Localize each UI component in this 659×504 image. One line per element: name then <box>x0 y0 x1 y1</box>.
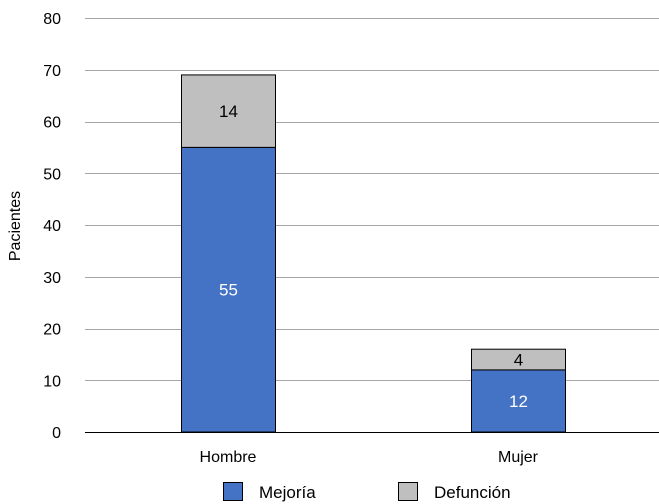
y-tick-labels: 0 10 20 30 40 50 60 70 80 <box>43 11 61 442</box>
y-tick-label: 50 <box>43 166 61 183</box>
y-tick-label: 40 <box>43 218 61 235</box>
bar-value-label: 55 <box>219 281 238 300</box>
y-tick-label: 30 <box>43 270 61 287</box>
y-tick-label: 20 <box>43 322 61 339</box>
legend-label: Mejoría <box>259 483 316 502</box>
x-tick-labels: Hombre Mujer <box>200 449 539 466</box>
x-tick-label: Mujer <box>498 449 539 466</box>
gridlines <box>85 18 659 433</box>
y-axis-label: Pacientes <box>7 191 24 261</box>
legend-swatch <box>223 482 243 501</box>
y-tick-label: 80 <box>43 11 61 28</box>
bar-segment <box>181 74 276 148</box>
bar-segment <box>471 369 566 433</box>
legend-label: Defunción <box>434 483 511 502</box>
bar-value-label: 12 <box>509 392 528 411</box>
bar-value-label: 4 <box>514 351 523 370</box>
y-tick-label: 0 <box>52 425 61 442</box>
bars: 55 14 12 4 <box>181 74 566 433</box>
bar-segment <box>181 146 276 433</box>
bar-segment <box>471 348 566 371</box>
x-tick-label: Hombre <box>200 449 257 466</box>
y-tick-label: 70 <box>43 63 61 80</box>
legend: Mejoría Defunción <box>223 482 511 502</box>
y-tick-label: 10 <box>43 373 61 390</box>
legend-swatch <box>398 482 418 501</box>
y-tick-label: 60 <box>43 115 61 132</box>
bar-value-label: 14 <box>219 102 238 121</box>
